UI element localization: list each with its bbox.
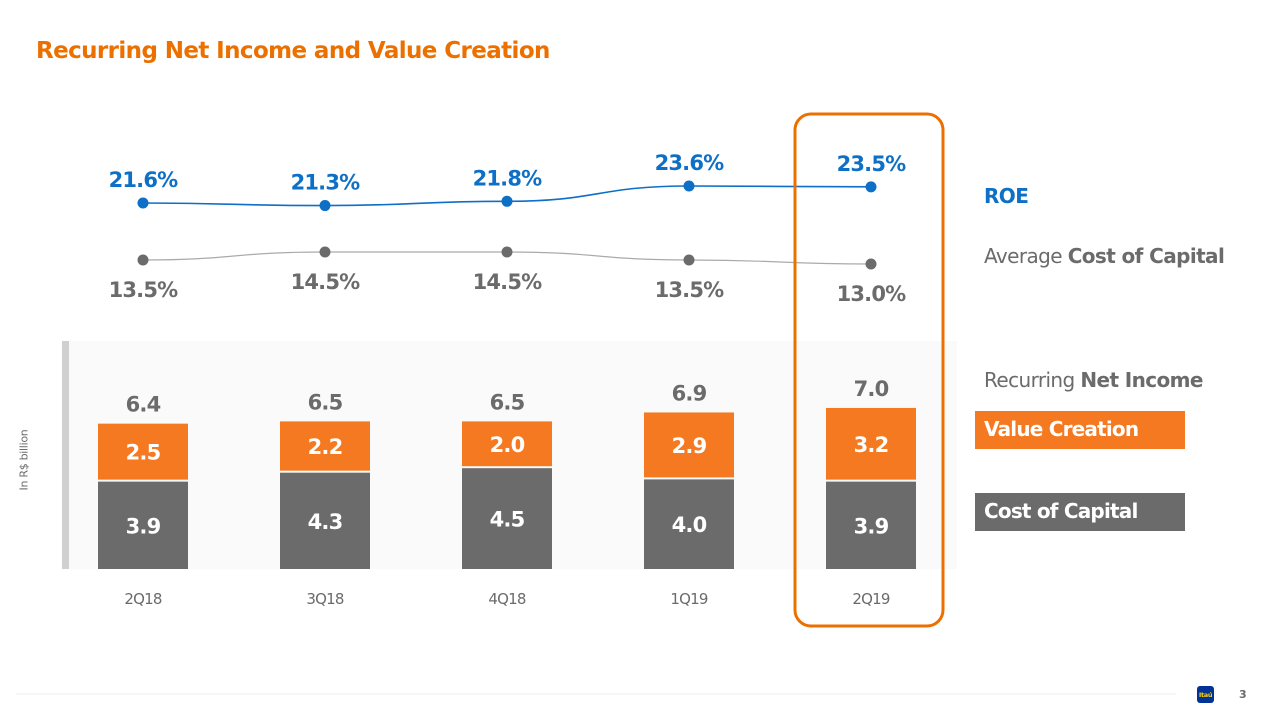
legend-rni-bold: Net Income [1080, 368, 1203, 392]
roe-point [865, 181, 877, 193]
bar-value-creation [462, 421, 552, 467]
itau-logo: Itaú [1197, 686, 1214, 703]
bar-value-creation [280, 421, 370, 471]
labels-layer: 3.9 2.5 6.4 2Q18 4.3 2.2 6.5 3Q18 4.5 2.0 6.5 4Q18 4… [109, 151, 907, 608]
legend-value-creation: Value Creation [975, 411, 1185, 449]
bar-label-cost-of-capital: 4.0 [672, 513, 707, 537]
cost-of-capital-point [865, 258, 877, 270]
bar-label-value-creation: 2.5 [126, 441, 161, 465]
roe-data-label: 21.3% [291, 171, 361, 195]
x-tick-label: 2Q18 [124, 590, 161, 608]
roe-data-label: 21.6% [109, 168, 179, 192]
bar-label-total: 6.4 [126, 393, 161, 417]
bar-cost-of-capital [98, 481, 188, 569]
x-tick-label: 3Q18 [306, 590, 343, 608]
x-tick-label: 4Q18 [488, 590, 525, 608]
legend-average-cost-of-capital: Average Cost of Capital [984, 244, 1225, 268]
bar-label-total: 6.5 [490, 390, 525, 414]
roe-data-label: 23.5% [837, 152, 907, 176]
bar-cost-of-capital [462, 468, 552, 569]
bar-label-cost-of-capital: 3.9 [126, 514, 161, 538]
bar-label-value-creation: 2.2 [308, 435, 343, 459]
bar-label-value-creation: 3.2 [854, 433, 889, 457]
bar-cost-of-capital [280, 472, 370, 569]
bars-layer [98, 407, 916, 569]
cost-of-capital-point [501, 246, 513, 258]
legend-recurring-net-income: Recurring Net Income [984, 368, 1203, 392]
cost-of-capital-data-label: 13.5% [109, 278, 179, 302]
cost-of-capital-point [137, 254, 149, 266]
bar-label-total: 7.0 [854, 377, 889, 401]
bar-label-value-creation: 2.9 [672, 434, 707, 458]
cost-of-capital-point [683, 254, 695, 266]
bar-label-value-creation: 2.0 [490, 433, 525, 457]
bar-value-creation [644, 412, 734, 478]
x-tick-label: 2Q19 [852, 590, 889, 608]
legend-roe: ROE [984, 184, 1029, 208]
bar-label-cost-of-capital: 4.5 [490, 508, 525, 532]
legend-coc-prefix: Average [984, 244, 1068, 268]
roe-point [137, 197, 149, 209]
bar-label-cost-of-capital: 3.9 [854, 514, 889, 538]
bar-label-total: 6.5 [308, 390, 343, 414]
bar-value-creation [98, 423, 188, 480]
page-title: Recurring Net Income and Value Creation [36, 38, 550, 64]
footer-divider [16, 693, 1176, 695]
bar-cost-of-capital [826, 481, 916, 569]
x-tick-label: 1Q19 [670, 590, 707, 608]
cost-of-capital-data-label: 14.5% [473, 270, 543, 294]
bar-label-cost-of-capital: 4.3 [308, 510, 343, 534]
cost-of-capital-data-label: 13.5% [655, 278, 725, 302]
cost-of-capital-data-label: 13.0% [837, 282, 907, 306]
legend-coc-bold: Cost of Capital [1067, 244, 1225, 268]
roe-point [319, 200, 331, 212]
legend-cost-of-capital: Cost of Capital [975, 493, 1185, 531]
cost-of-capital-point [319, 246, 331, 258]
legend-rni-prefix: Recurring [984, 368, 1081, 392]
cost-of-capital-data-label: 14.5% [291, 270, 361, 294]
roe-point [683, 180, 695, 192]
y-axis-bar [62, 341, 69, 569]
page-number: 3 [1239, 688, 1247, 701]
roe-point [501, 195, 513, 207]
bar-label-total: 6.9 [672, 381, 707, 405]
y-axis-unit-label: In R$ billion [17, 429, 31, 491]
highlight-frame-2q19 [793, 112, 945, 628]
bar-value-creation [826, 407, 916, 480]
bar-cost-of-capital [644, 479, 734, 569]
lines-layer [137, 180, 877, 270]
roe-data-label: 23.6% [655, 151, 725, 175]
roe-data-label: 21.8% [473, 166, 543, 190]
